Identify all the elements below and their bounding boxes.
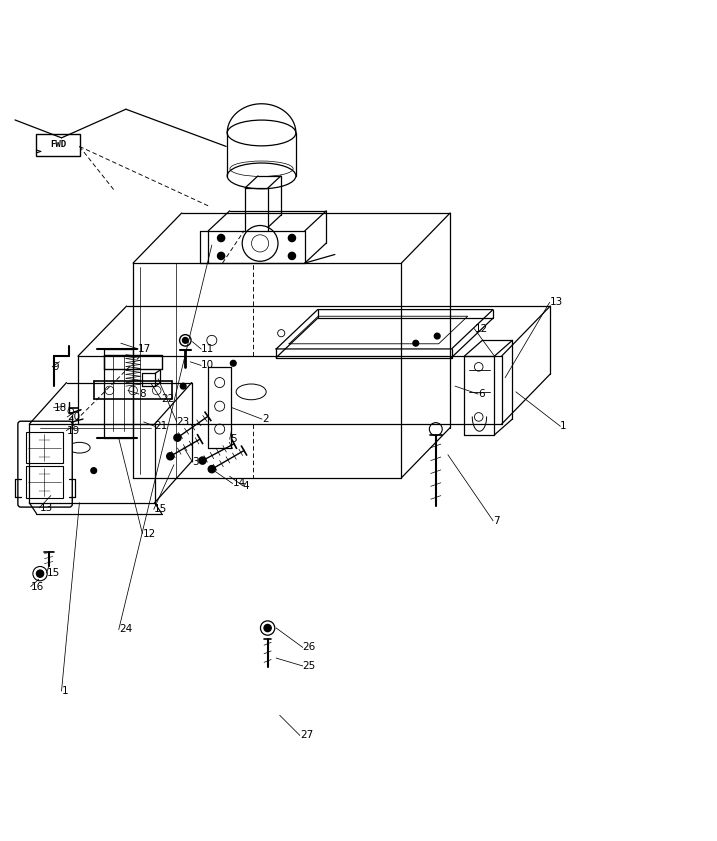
Text: 4: 4 [242,480,250,490]
Text: 15: 15 [47,568,60,578]
Text: 12: 12 [475,324,488,334]
Text: 5: 5 [229,434,237,444]
Text: 3: 3 [192,457,199,467]
Circle shape [174,434,181,442]
Circle shape [199,457,206,464]
FancyBboxPatch shape [36,134,80,156]
Circle shape [288,235,295,241]
Text: 17: 17 [138,344,151,354]
Text: 1: 1 [62,686,68,696]
Text: 15: 15 [154,505,167,514]
Text: 10: 10 [201,361,214,370]
Text: 27: 27 [300,730,313,740]
Circle shape [413,341,419,346]
Text: 25: 25 [303,661,316,671]
Circle shape [230,361,236,366]
FancyBboxPatch shape [26,432,63,463]
Text: 13: 13 [549,298,563,308]
Text: 7: 7 [493,516,500,526]
Text: 9: 9 [52,362,59,372]
FancyBboxPatch shape [26,466,63,498]
Text: 16: 16 [31,581,44,591]
Text: 22: 22 [161,394,174,404]
Circle shape [180,383,186,389]
Text: 23: 23 [176,417,190,427]
FancyBboxPatch shape [18,421,72,507]
Text: 11: 11 [201,344,214,354]
Circle shape [217,235,224,241]
Text: 2: 2 [262,414,269,424]
Circle shape [37,570,44,577]
Circle shape [182,337,188,343]
Circle shape [217,252,224,260]
Circle shape [264,625,271,632]
Text: 13: 13 [39,503,52,513]
Text: 14: 14 [232,479,246,489]
Circle shape [62,468,68,473]
Text: 20: 20 [67,412,80,422]
Text: 12: 12 [143,528,156,538]
Text: 8: 8 [139,389,146,399]
Text: FWD: FWD [50,140,66,150]
Text: 6: 6 [478,389,485,399]
Circle shape [91,468,97,473]
Circle shape [167,452,174,460]
Text: 26: 26 [303,643,316,653]
Circle shape [208,466,215,473]
Text: 18: 18 [54,403,67,413]
Circle shape [435,333,440,339]
Text: 24: 24 [119,625,132,634]
Text: 1: 1 [560,421,567,431]
Text: 21: 21 [155,421,168,431]
Circle shape [288,252,295,260]
Text: 19: 19 [67,426,80,436]
